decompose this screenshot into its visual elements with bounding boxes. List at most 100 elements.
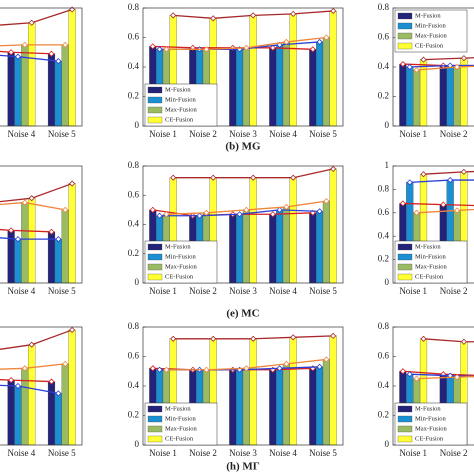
axes-box [0, 165, 83, 284]
y-tick-label: 0.8 [128, 2, 140, 12]
marker [156, 212, 163, 219]
marker [460, 168, 467, 175]
marker [48, 378, 55, 385]
x-tick-label: Noise 5 [309, 448, 337, 458]
series-line [402, 202, 474, 207]
bar [460, 58, 468, 127]
y-tick-label: 0.8 [128, 160, 140, 170]
marker [28, 19, 35, 26]
bar [322, 37, 330, 127]
marker [243, 44, 250, 51]
x-tick-label: Noise 2 [189, 286, 217, 296]
legend-label: CE-Fusion [415, 273, 444, 280]
x-tick-label: Noise 3 [229, 286, 257, 296]
marker [149, 365, 156, 372]
legend-label: Min-Fusion [415, 22, 446, 29]
marker [14, 382, 22, 390]
series-line [409, 373, 474, 378]
marker [55, 390, 62, 397]
bar [406, 66, 414, 127]
legend-swatch [147, 86, 163, 94]
x-tick-label: Noise 2 [440, 286, 468, 296]
bar [249, 177, 257, 284]
marker [14, 53, 22, 60]
x-tick-label: Noise 2 [440, 448, 468, 458]
bar [282, 363, 290, 446]
x-tick-label: Noise 5 [309, 129, 337, 139]
bar [68, 183, 76, 284]
y-tick-label: 0.4 [378, 230, 390, 240]
axes-box [392, 165, 474, 284]
legend-label: CE-Fusion [165, 273, 194, 280]
axes-box [0, 326, 83, 446]
legend-swatch [397, 263, 413, 271]
marker [163, 211, 170, 218]
legend-swatch [397, 243, 413, 251]
legend-swatch [397, 405, 413, 413]
legend-label: M-Fusion [415, 12, 441, 19]
series-line [409, 64, 474, 68]
bar [14, 385, 22, 446]
marker [69, 180, 76, 187]
x-tick-label: Noise 1 [149, 286, 177, 296]
legend-swatch [147, 263, 163, 271]
legend-swatch [397, 22, 413, 30]
x-tick-label: Noise 3 [229, 448, 257, 458]
legend-label: M-Fusion [415, 405, 441, 412]
marker [420, 171, 427, 178]
marker [170, 174, 177, 181]
marker [48, 50, 55, 57]
legend-swatch [147, 435, 163, 443]
legend-swatch [397, 253, 413, 261]
x-tick-label: Noise 2 [189, 448, 217, 458]
bar [229, 47, 237, 127]
x-tick-label: Noise 4 [269, 286, 297, 296]
marker [243, 206, 250, 213]
axes-box [142, 7, 344, 127]
marker [62, 206, 69, 213]
x-tick-label: Noise 4 [269, 129, 297, 139]
marker [413, 375, 420, 382]
x-tick-label: Noise 4 [8, 286, 36, 296]
legend-label: Max-Fusion [415, 425, 448, 432]
marker [276, 365, 283, 372]
marker [323, 356, 330, 363]
marker [21, 199, 28, 206]
marker [21, 41, 28, 48]
legend-label: M-Fusion [165, 86, 191, 93]
series-line [0, 228, 52, 233]
marker [269, 44, 276, 51]
legend-label: CE-Fusion [415, 435, 444, 442]
y-tick-label: 0.2 [128, 410, 139, 420]
x-tick-label: Noise 1 [399, 286, 427, 296]
panel-caption: (h) MΓ [226, 461, 260, 473]
bar [276, 368, 284, 446]
marker [323, 198, 330, 205]
bar [242, 368, 250, 446]
marker [420, 56, 427, 63]
x-tick-label: Noise 1 [149, 448, 177, 458]
marker [316, 363, 323, 370]
bar [453, 66, 461, 127]
marker [420, 335, 427, 342]
legend-swatch [397, 425, 413, 433]
axes-box [142, 326, 344, 446]
x-tick-label: Noise 1 [399, 129, 427, 139]
y-tick-label: 0.4 [128, 61, 140, 71]
legend-label: CE-Fusion [165, 116, 194, 123]
marker [290, 334, 297, 341]
series-line [402, 370, 474, 376]
legend-label: Min-Fusion [165, 415, 196, 422]
bar [229, 214, 237, 284]
bar [309, 49, 317, 127]
marker [406, 63, 413, 71]
x-tick-label: Noise 4 [8, 129, 36, 139]
series-line [402, 63, 474, 67]
marker [149, 206, 156, 213]
marker [413, 66, 420, 74]
